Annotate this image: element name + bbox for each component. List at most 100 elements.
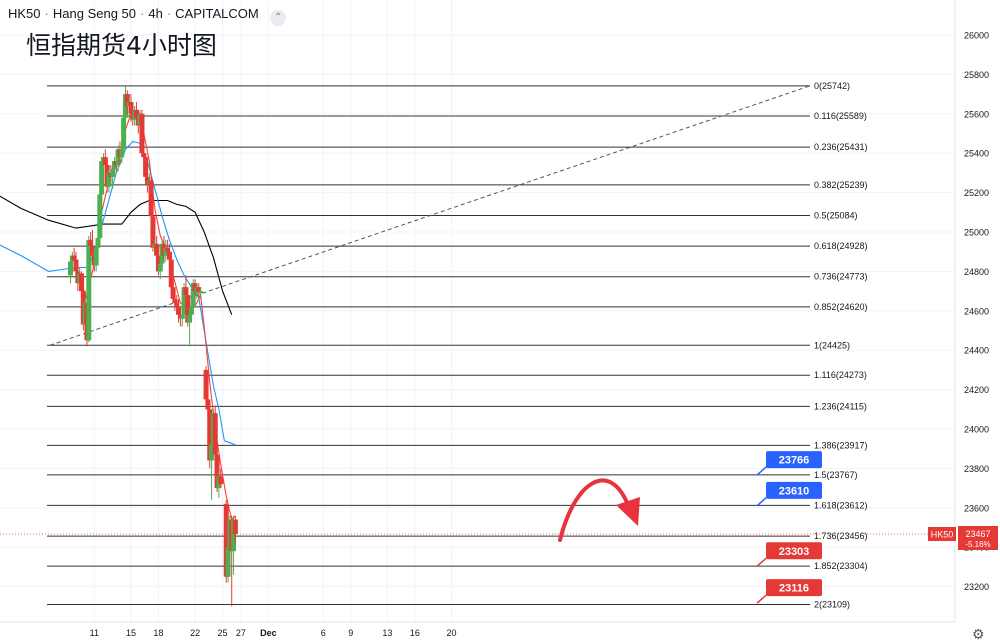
fib-label: 1.116(24273) [814,370,867,380]
candle-body [212,413,218,455]
candle-body [232,519,238,535]
fib-label: 0.116(25589) [814,111,867,121]
time-tick-label: 15 [126,628,136,638]
timeframe-label[interactable]: 4h [148,6,163,21]
callout-label: 23116 [779,583,809,595]
candle-body [99,161,105,195]
forecast-arrow-curve [558,478,630,542]
forecast-arrow-head [616,497,640,526]
candle-body [143,157,149,177]
candle-body [183,287,189,296]
candle-body [179,314,185,319]
callout-pointer [756,466,767,476]
fib-label: 0.618(24928) [814,241,868,251]
symbol-tag-label: HK50 [931,530,954,540]
price-tick-label: 23800 [964,464,989,474]
callout-box [766,481,822,499]
price-tick-label: 23200 [964,582,989,592]
time-tick-label: 16 [410,628,420,638]
grid [0,0,955,622]
time-tick-label: 27 [236,628,246,638]
candle-body [185,295,191,323]
candle-body [188,306,194,315]
price-tick-label: 25400 [964,149,989,159]
price-tag-box [958,526,998,551]
candle-body [231,519,237,552]
price-tick-label: 24600 [964,306,989,316]
candle-body [89,245,95,256]
price-callouts[interactable]: 23766 23610 23303 23116 [756,451,822,604]
callout-pointer [756,497,767,507]
candle-body [203,369,209,400]
candle-body [106,172,112,187]
candle-body [168,259,174,288]
candle-body [165,247,171,252]
symbol-tag-box [928,527,956,542]
chart-annotation-title: 恒指期货4小时图 [26,31,217,60]
candle-body [225,547,231,577]
candles [68,86,238,607]
candle-body [170,287,176,299]
callout-label: 23610 [779,485,810,497]
fib-label: 0.382(25239) [814,180,868,190]
callout-box [766,542,822,560]
forecast-arrow [558,478,640,542]
fib-retracement[interactable]: 0(25742) 0.116(25589) 0.236(25431) 0.382(25… [47,81,868,610]
price-tick-label: 25000 [964,228,989,238]
candle-body [176,306,182,315]
candle-body [93,247,99,266]
time-axis[interactable]: 11 15 18 22 25 27 Dec 6 9 13 16 20 [0,621,955,638]
time-tick-label: 11 [90,628,99,638]
symbol-label[interactable]: HK50 [8,6,41,21]
candle-body [172,298,178,303]
candle-body [95,237,101,248]
candle-body [148,180,154,217]
candle-body [150,216,156,248]
candle-body [141,153,147,158]
candle-body [128,101,134,114]
candle-body [71,255,77,260]
candle-body [124,94,130,106]
candle-body [68,261,74,276]
instrument-name: Hang Seng 50 [52,6,136,21]
candle-body [121,117,127,150]
price-tick-label: 24000 [964,425,989,435]
time-tick-label: 25 [218,628,228,638]
price-tick-label: 24800 [964,267,989,277]
callout-box [766,579,822,597]
price-tick-label: 24400 [964,346,989,356]
fib-label: 1.5(23767) [814,470,858,480]
candle-body [139,113,145,154]
candle-body [209,444,215,461]
callout-pointer [756,594,767,604]
candle-body [205,399,211,410]
price-tick-label: 25200 [964,188,989,198]
last-price-tag: HK50 23467-5.16% [0,526,998,551]
candle-body [214,454,220,489]
candle-body [218,476,224,485]
settings-gear-icon[interactable]: ⚙ [972,626,985,642]
price-tag-change: -5.16% [965,540,990,549]
collapse-icon[interactable]: ⌃ [270,10,287,26]
time-tick-label: 13 [382,628,392,638]
fib-label: 0.236(25431) [814,142,868,152]
time-tick-label: 20 [447,628,457,638]
candle-body [174,302,180,307]
fib-label: 1.852(23304) [814,561,868,571]
candle-body [133,109,139,118]
moving-averages [0,111,236,521]
fib-label: 1(24425) [814,340,850,350]
price-tick-label: 25800 [964,70,989,80]
fib-label: 0.852(24620) [814,302,868,312]
candle-body [181,287,187,315]
callout-label: 23766 [779,455,810,467]
candle-body [187,314,193,323]
price-tick-label: 26000 [964,31,989,41]
candle-body [102,157,108,166]
callout-box [766,451,822,469]
candle-body [196,287,202,294]
price-tick-label: 23600 [964,503,989,513]
candle-body [207,409,213,461]
candle-body [97,194,103,238]
